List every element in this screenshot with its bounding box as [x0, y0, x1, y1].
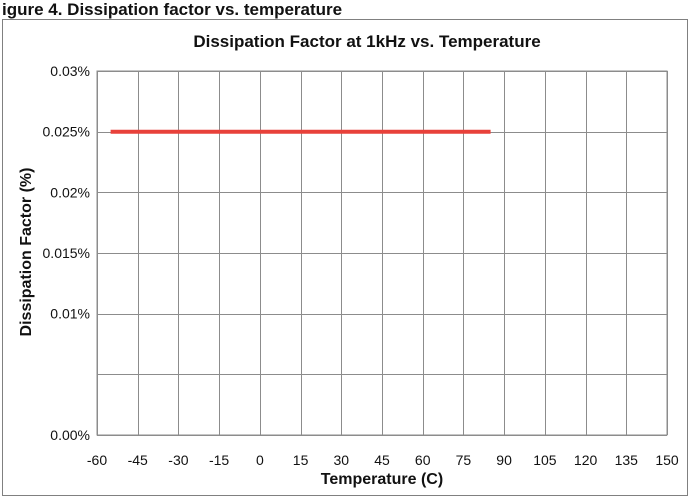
x-tick-label: 45 — [374, 452, 390, 468]
plot-area — [96, 70, 668, 436]
x-tick-label: -60 — [87, 452, 107, 468]
x-tick-label: 60 — [415, 452, 431, 468]
y-tick-label: 0.03% — [50, 63, 90, 79]
x-tick-label: -30 — [168, 452, 188, 468]
y-tick-label: 0.00% — [50, 427, 90, 443]
figure-caption: igure 4. Dissipation factor vs. temperat… — [2, 0, 342, 19]
x-tick-label: 120 — [574, 452, 598, 468]
x-tick-label: -15 — [209, 452, 229, 468]
x-tick-label: 0 — [256, 452, 264, 468]
y-tick-label: 0.02% — [50, 184, 90, 200]
chart-frame — [2, 19, 688, 496]
x-tick-label: 30 — [334, 452, 350, 468]
y-axis-label: Dissipation Factor (%) — [18, 168, 35, 337]
x-tick-labels: -60 -45 -30 -15 0 15 30 45 60 75 90 105 120 135 150 — [87, 452, 679, 468]
y-tick-label: 0.025% — [43, 124, 90, 140]
chart-title: Dissipation Factor at 1kHz vs. Temperatu… — [193, 32, 540, 51]
x-tick-label: -45 — [128, 452, 148, 468]
y-tick-labels: 0.00% 0.01% 0.015% 0.02% 0.025% 0.03% — [43, 63, 90, 443]
x-tick-label: 90 — [496, 452, 512, 468]
x-tick-label: 135 — [615, 452, 639, 468]
y-tick-label: 0.01% — [50, 306, 90, 322]
x-tick-label: 105 — [533, 452, 557, 468]
x-tick-label: 75 — [456, 452, 472, 468]
x-tick-label: 150 — [655, 452, 679, 468]
x-tick-label: 15 — [293, 452, 309, 468]
y-tick-label: 0.015% — [43, 245, 90, 261]
x-axis-label: Temperature (C) — [321, 471, 443, 488]
